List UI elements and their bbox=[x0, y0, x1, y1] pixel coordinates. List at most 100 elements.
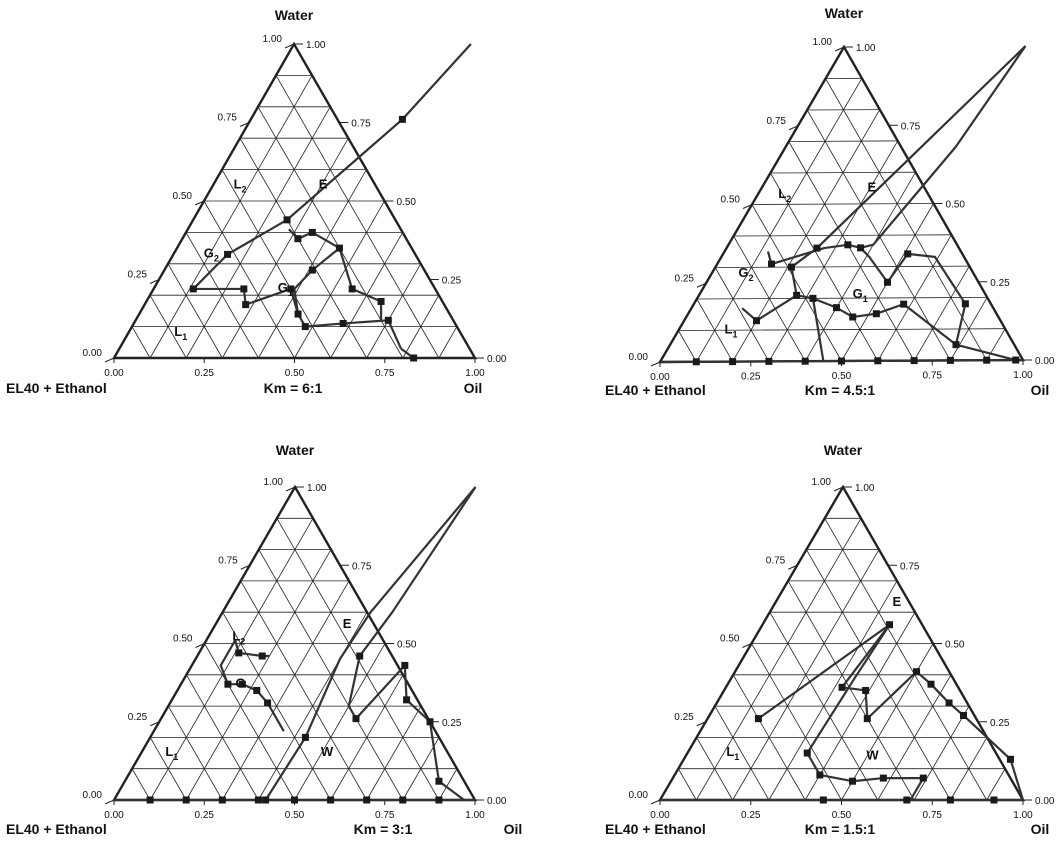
region-letter: G bbox=[235, 675, 245, 690]
grid-line bbox=[240, 580, 368, 801]
region-subscript: 1 bbox=[863, 294, 868, 304]
bottom-tick-label: 1.00 bbox=[465, 810, 485, 821]
right-tick-label: 0.50 bbox=[397, 197, 417, 208]
region-label: G1 bbox=[278, 280, 293, 298]
region-label: L1 bbox=[726, 744, 739, 762]
data-point bbox=[813, 244, 821, 252]
grid-line bbox=[732, 674, 806, 801]
grid-line bbox=[678, 328, 1006, 331]
bottom-tick-label: 0.00 bbox=[650, 372, 670, 383]
region-subscript: 2 bbox=[240, 636, 245, 646]
data-point bbox=[294, 310, 302, 318]
data-point bbox=[803, 749, 811, 757]
data-point bbox=[904, 250, 912, 258]
data-point bbox=[238, 680, 246, 688]
grid-line bbox=[167, 705, 223, 801]
region-label: G bbox=[235, 675, 245, 690]
data-point bbox=[874, 357, 882, 365]
region-label: L1 bbox=[725, 321, 738, 339]
right-tick-label: 0.25 bbox=[990, 278, 1010, 289]
bottom-tick-label: 0.25 bbox=[741, 810, 761, 821]
data-point bbox=[753, 317, 761, 325]
region-letter: G bbox=[278, 280, 288, 295]
left-tick-label: 0.50 bbox=[173, 191, 193, 202]
grid-line bbox=[695, 78, 863, 363]
grid-line bbox=[258, 549, 404, 801]
grid-line bbox=[913, 705, 970, 801]
region-letter: E bbox=[868, 179, 877, 194]
region-letter: E bbox=[319, 176, 328, 191]
data-point bbox=[990, 796, 998, 804]
region-subscript: 2 bbox=[786, 194, 791, 204]
bottom-tick-label: 0.25 bbox=[741, 372, 761, 383]
data-point bbox=[801, 357, 809, 365]
vertex-label-oil: Oil bbox=[464, 380, 483, 396]
bottom-tick-label: 0.00 bbox=[104, 810, 124, 821]
vertex-label-water: Water bbox=[275, 7, 314, 23]
right-tick-label: 0.25 bbox=[990, 718, 1010, 729]
grid-line bbox=[770, 172, 879, 361]
data-point bbox=[384, 316, 392, 324]
grid-line bbox=[203, 200, 295, 359]
grid-line bbox=[149, 295, 187, 359]
region-label: G2 bbox=[204, 246, 219, 264]
grid-line bbox=[768, 140, 899, 362]
data-point bbox=[218, 796, 226, 804]
data-point bbox=[903, 796, 911, 804]
data-point bbox=[983, 356, 991, 364]
grid-line bbox=[294, 200, 385, 359]
vertex-label-surfactant: EL40 + Ethanol bbox=[6, 380, 107, 396]
grid-line bbox=[294, 643, 386, 801]
grid-line bbox=[221, 138, 349, 359]
data-point bbox=[377, 297, 385, 305]
right-tick-label: 1.00 bbox=[306, 40, 326, 51]
region-letter: L bbox=[232, 628, 240, 643]
grid-line bbox=[167, 263, 223, 359]
data-point bbox=[426, 718, 434, 726]
data-point bbox=[838, 357, 845, 365]
region-letter: G bbox=[204, 246, 214, 261]
data-point bbox=[886, 621, 894, 629]
grid-line bbox=[824, 518, 988, 801]
grid-line bbox=[186, 674, 259, 801]
right-tick-label: 0.25 bbox=[442, 276, 462, 287]
grid-line bbox=[131, 768, 151, 801]
region-label: L2 bbox=[232, 628, 245, 646]
region-label: E bbox=[868, 179, 877, 194]
data-point bbox=[849, 313, 857, 321]
data-point bbox=[435, 777, 443, 785]
region-subscript: 1 bbox=[182, 332, 187, 342]
grid-line bbox=[751, 643, 842, 801]
right-tick-label: 0.00 bbox=[487, 796, 507, 807]
left-tick-mark bbox=[150, 721, 160, 727]
phase-boundary-line bbox=[860, 45, 1027, 249]
left-tick-mark bbox=[834, 46, 845, 52]
grid-line bbox=[714, 267, 770, 362]
region-label: L1 bbox=[174, 324, 187, 342]
vertex-label-surfactant: EL40 + Ethanol bbox=[605, 821, 706, 837]
data-point bbox=[767, 260, 775, 268]
region-letter: G bbox=[853, 286, 863, 301]
data-point bbox=[258, 652, 266, 660]
region-label: G2 bbox=[738, 265, 753, 283]
grid-line bbox=[715, 265, 970, 268]
grid-line bbox=[806, 109, 951, 361]
bottom-tick-label: 0.00 bbox=[104, 368, 124, 379]
grid-line bbox=[149, 75, 313, 359]
data-point bbox=[401, 661, 409, 669]
phase-boundary-line bbox=[338, 247, 383, 321]
region-label: L2 bbox=[778, 186, 791, 204]
left-tick-label: 0.75 bbox=[766, 555, 786, 566]
left-tick-label: 1.00 bbox=[813, 37, 833, 48]
bottom-tick-label: 0.50 bbox=[832, 810, 852, 821]
phase-boundary-line bbox=[347, 486, 477, 801]
data-point bbox=[235, 649, 243, 657]
data-point bbox=[754, 715, 762, 723]
bottom-tick-label: 0.50 bbox=[285, 368, 305, 379]
data-point bbox=[339, 319, 347, 327]
data-point bbox=[729, 358, 737, 366]
region-subscript: 2 bbox=[749, 273, 754, 283]
data-point bbox=[884, 278, 891, 286]
right-tick-label: 0.75 bbox=[351, 119, 371, 130]
left-tick-mark bbox=[696, 721, 706, 727]
